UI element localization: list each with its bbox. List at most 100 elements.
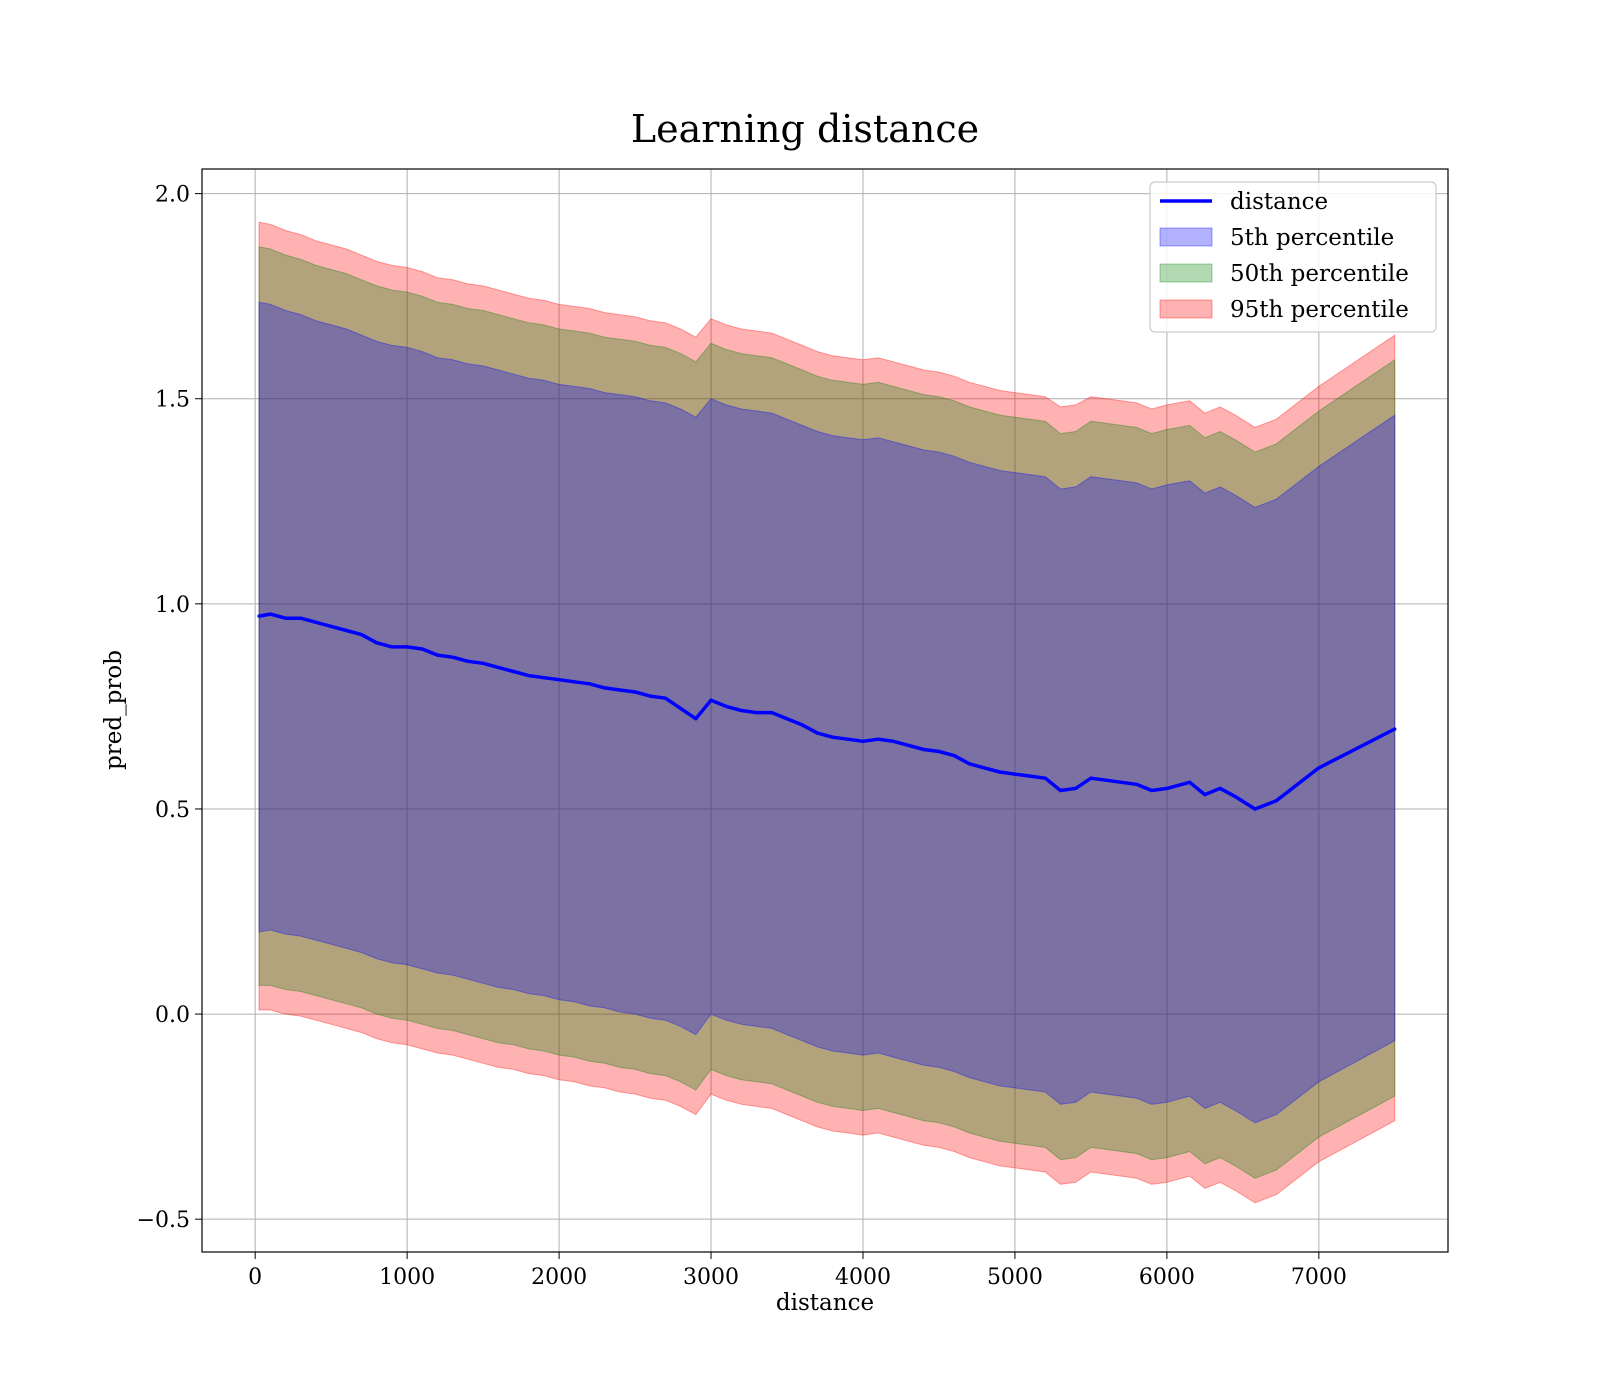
x-axis-label: distance [776, 1290, 874, 1316]
distance-point [314, 620, 318, 624]
distance-point [1013, 772, 1017, 776]
distance-point [982, 766, 987, 770]
x-tick-label: 2000 [531, 1265, 587, 1290]
distance-point [1253, 807, 1257, 811]
distance-point [603, 686, 607, 690]
legend-swatch-95th-percentile [1159, 299, 1213, 319]
legend-swatch-50th-percentile [1159, 263, 1213, 283]
distance-point [1134, 782, 1139, 786]
legend-label-5th-percentile: 5th percentile [1230, 225, 1394, 251]
distance-point [527, 674, 531, 678]
distance-point [344, 628, 348, 633]
distance-point [1203, 793, 1207, 797]
distance-point [891, 739, 896, 743]
distance-point [557, 678, 561, 682]
distance-point [922, 747, 926, 752]
distance-point [299, 616, 303, 620]
axis-ticks: 0 1000 2000 3000 4000 5000 6000 7000 −0.5 0.0 0.5 1… [137, 183, 1347, 1290]
distance-line-layer [257, 612, 1397, 811]
distance-point [1165, 786, 1169, 791]
distance-point [967, 762, 972, 766]
percentile-bands [258, 221, 1396, 1204]
distance-point [1317, 766, 1321, 770]
legend-frame [1149, 181, 1437, 333]
distance-point [329, 624, 333, 629]
x-tick-label: 3000 [683, 1265, 739, 1290]
y-tick-label: 1.0 [155, 593, 190, 618]
distance-point [1274, 799, 1278, 803]
distance-point [679, 706, 683, 711]
distance-point [755, 711, 759, 715]
distance-point [739, 708, 744, 713]
distance-point [937, 749, 941, 754]
distance-point [268, 612, 272, 616]
distance-point [572, 680, 576, 684]
distance-point [800, 723, 804, 727]
distance-point [496, 665, 500, 670]
distance-point [785, 717, 789, 721]
x-tick-label: 5000 [987, 1265, 1043, 1290]
distance-point [831, 735, 835, 739]
distance-point [709, 698, 713, 702]
plot-area-frame [201, 168, 1449, 1253]
x-tick-label: 7000 [1291, 1265, 1347, 1290]
distance-point [1074, 786, 1078, 791]
distance-point [846, 737, 850, 741]
distance-point [466, 659, 470, 663]
distance-point [1393, 727, 1397, 731]
distance-point [1104, 778, 1108, 782]
y-tick-label: 0.5 [155, 798, 190, 823]
legend-label-distance: distance [1230, 189, 1328, 215]
distance-point [861, 739, 865, 743]
distance-point [724, 704, 728, 709]
distance-point [405, 645, 409, 649]
distance-point [998, 770, 1002, 774]
grid [202, 169, 1448, 1252]
distance-point [1233, 795, 1237, 799]
distance-point [1028, 774, 1032, 778]
distance-point [1043, 776, 1047, 780]
distance-point [375, 641, 379, 645]
band-5th-percentile [258, 301, 1396, 1124]
distance-point [633, 690, 637, 694]
distance-point [815, 731, 820, 735]
distance-point [587, 682, 592, 686]
distance-point [390, 645, 394, 649]
band-95th-percentile [258, 221, 1396, 1204]
distance-point [481, 661, 485, 665]
band-50th-percentile [258, 246, 1396, 1179]
x-tick-label: 0 [248, 1265, 262, 1290]
x-tick-label: 6000 [1139, 1265, 1195, 1290]
distance-point [694, 717, 698, 721]
y-axis-label: pred_prob [101, 650, 127, 770]
distance-point [1188, 780, 1192, 784]
legend-label-50th-percentile: 50th percentile [1230, 261, 1409, 287]
distance-point [435, 653, 440, 657]
y-tick-label: −0.5 [137, 1208, 190, 1233]
distance-point [952, 754, 956, 758]
distance-point [1089, 776, 1093, 780]
distance-point [511, 669, 516, 674]
x-tick-label: 4000 [835, 1265, 891, 1290]
distance-point [359, 633, 364, 637]
y-tick-label: 2.0 [155, 183, 190, 208]
legend-swatch-5th-percentile [1159, 227, 1213, 247]
x-tick-label: 1000 [379, 1265, 435, 1290]
distance-point [1218, 786, 1222, 791]
legend-label-95th-percentile: 95th percentile [1230, 297, 1409, 323]
distance-point [284, 616, 288, 620]
distance-point [876, 737, 880, 741]
distance-point [770, 711, 774, 715]
distance-point [907, 743, 911, 748]
legend: distance 5th percentile 50th percentile … [1149, 181, 1437, 333]
distance-point [451, 655, 455, 659]
distance-point [1150, 788, 1154, 793]
distance-point [618, 688, 622, 692]
distance-point [1058, 788, 1063, 793]
distance-point [257, 614, 261, 618]
distance-point [420, 647, 424, 651]
distance-point [542, 676, 546, 680]
distance-point [663, 696, 668, 700]
distance-point [1119, 780, 1123, 784]
